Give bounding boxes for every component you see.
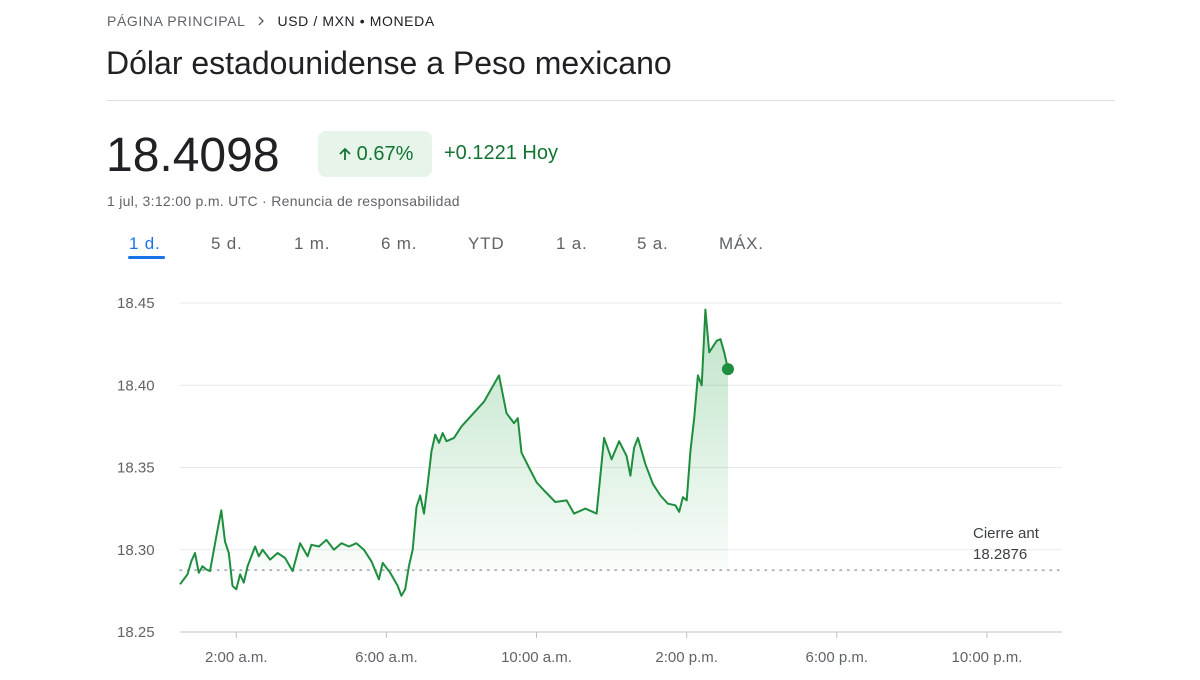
x-tick-label: 10:00 p.m. [951, 649, 1022, 666]
tab-ytd[interactable]: YTD [468, 234, 505, 253]
x-tick-label: 6:00 p.m. [806, 649, 869, 666]
current-price: 18.4098 [106, 129, 280, 182]
y-tick-label: 18.30 [117, 542, 155, 559]
range-tabs: 1 d. 5 d. 1 m. 6 m. YTD 1 a. 5 a. MÁX. [0, 230, 1200, 264]
breadcrumb: PÁGINA PRINCIPAL USD / MXN • MONEDA [107, 13, 435, 29]
y-tick-label: 18.45 [117, 295, 155, 312]
breadcrumb-home-link[interactable]: PÁGINA PRINCIPAL [107, 13, 246, 29]
x-tick-label: 2:00 a.m. [205, 649, 268, 666]
percent-change-badge: 0.67% [318, 131, 432, 177]
tab-5d[interactable]: 5 d. [211, 234, 243, 253]
arrow-up-icon [339, 147, 351, 160]
breadcrumb-current: USD / MXN • MONEDA [277, 13, 435, 29]
quote-meta: 1 jul, 3:12:00 p.m. UTC · Renuncia de re… [107, 193, 460, 209]
quote-timestamp: 1 jul, 3:12:00 p.m. UTC · [107, 193, 268, 209]
absolute-change: +0.1221 Hoy [444, 142, 558, 164]
x-tick-label: 10:00 a.m. [501, 649, 572, 666]
header-divider [107, 100, 1115, 101]
price-area-fill [180, 309, 728, 596]
y-tick-label: 18.25 [117, 624, 155, 641]
price-line-series[interactable] [179, 308, 729, 597]
x-tick-label: 6:00 a.m. [355, 649, 418, 666]
y-tick-label: 18.35 [117, 460, 155, 477]
tab-1d[interactable]: 1 d. [129, 234, 161, 253]
page-title: Dólar estadounidense a Peso mexicano [106, 45, 672, 81]
percent-change-value: 0.67% [356, 142, 414, 165]
tab-5y[interactable]: 5 a. [637, 234, 669, 253]
price-chart[interactable]: 18.45 18.40 18.35 18.30 18.25 2:00 a.m. 6:00 a… [0, 280, 1200, 680]
chevron-right-icon [258, 16, 264, 26]
tab-max[interactable]: MÁX. [719, 234, 764, 253]
active-tab-indicator [128, 256, 165, 259]
tab-6m[interactable]: 6 m. [381, 234, 418, 253]
current-price-dot [721, 363, 734, 376]
previous-close-label: Cierre ant [973, 525, 1040, 542]
disclaimer-link[interactable]: Renuncia de responsabilidad [271, 193, 460, 209]
tab-1m[interactable]: 1 m. [294, 234, 331, 253]
previous-close-value: 18.2876 [973, 546, 1027, 563]
tab-1y[interactable]: 1 a. [556, 234, 588, 253]
y-tick-label: 18.40 [117, 377, 155, 394]
x-tick-label: 2:00 p.m. [655, 649, 718, 666]
